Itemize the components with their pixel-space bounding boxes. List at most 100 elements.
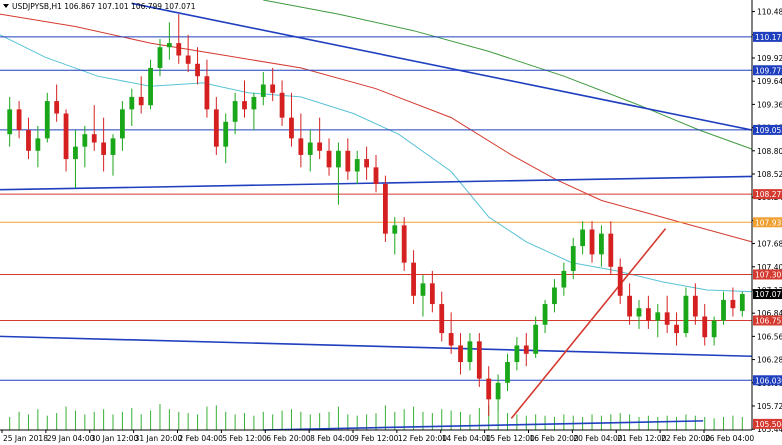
trendline: [510, 228, 667, 419]
candle-body: [148, 67, 153, 106]
candle-body: [570, 246, 576, 271]
candle: [242, 80, 247, 118]
candle: [645, 295, 651, 329]
candle: [523, 333, 529, 367]
candle: [702, 304, 708, 346]
candle-body: [439, 304, 445, 334]
candle-body: [420, 283, 426, 296]
candle-body: [223, 121, 229, 147]
candle-body: [589, 229, 595, 255]
price-tick-label: 108.800: [757, 147, 782, 156]
candle: [120, 101, 125, 151]
price-tag-box: [753, 375, 782, 386]
candle-body: [608, 233, 614, 267]
candle: [16, 101, 22, 139]
candle-body: [213, 109, 219, 147]
candle: [82, 125, 88, 168]
candle: [476, 333, 482, 387]
price-tag-box: [753, 315, 782, 326]
candle-body: [692, 295, 698, 317]
candle: [35, 125, 41, 168]
candle: [552, 279, 557, 313]
candle: [185, 34, 191, 73]
candle: [26, 117, 31, 160]
candle-body: [166, 43, 172, 48]
time-tick-label: 20 Feb 04:00: [573, 434, 622, 443]
candle-body: [279, 92, 285, 118]
volume-histogram: [9, 404, 743, 430]
candle: [176, 14, 182, 64]
candle: [467, 333, 473, 371]
price-tag-label: 109.772: [755, 66, 782, 75]
price-tick-label: 105.720: [757, 402, 782, 411]
candle: [617, 258, 623, 305]
candle: [279, 80, 285, 126]
candle: [129, 88, 135, 126]
time-tick-label: 29 Jan 04:00: [47, 434, 95, 443]
candlesticks: [7, 14, 745, 416]
candle: [382, 175, 388, 242]
moving-average-line: [0, 13, 753, 243]
candle: [392, 217, 398, 255]
price-tag-box: [753, 289, 782, 300]
candle: [411, 250, 416, 305]
candle-body: [411, 262, 416, 296]
candle: [664, 295, 670, 334]
price-tag-box: [753, 65, 782, 76]
candle-body: [476, 341, 482, 379]
candle-body: [617, 266, 623, 296]
time-tick-label: 25 Jan 2018: [3, 434, 48, 443]
candle-body: [110, 138, 116, 155]
time-tick-label: 22 Feb 20:00: [661, 434, 710, 443]
price-tick-label: 106.840: [757, 309, 782, 318]
candle-body: [580, 229, 586, 247]
candle-body: [298, 138, 304, 155]
candle-body: [317, 142, 323, 151]
candle-body: [260, 84, 266, 97]
candle: [580, 221, 586, 255]
price-tag-box: [753, 124, 782, 135]
candle-body: [542, 304, 548, 325]
candle: [289, 92, 294, 147]
price-tag-box: [753, 189, 782, 200]
candle-body: [7, 109, 13, 135]
candle: [730, 287, 736, 317]
collapse-triangle-icon[interactable]: [3, 4, 9, 8]
candle: [561, 262, 567, 296]
candle-body: [232, 101, 238, 122]
price-tag-label: 106.752: [755, 316, 782, 325]
candle: [345, 138, 351, 180]
candle: [599, 225, 604, 267]
candle-body: [645, 308, 651, 321]
candle: [505, 353, 510, 392]
candle: [317, 117, 323, 160]
candle: [514, 337, 520, 371]
candle: [608, 221, 614, 276]
candle-body: [63, 113, 69, 160]
time-tick-label: 15 Feb 12:00: [486, 434, 535, 443]
candle: [429, 270, 435, 313]
candle-body: [120, 109, 125, 139]
candle-body: [730, 299, 736, 309]
candle-body: [101, 142, 107, 155]
candle-body: [664, 312, 670, 325]
symbol-ohlc-label: USDJPYSB,H1 106.867 107.101 106.799 107.…: [12, 2, 196, 11]
candle: [298, 113, 304, 168]
candle: [138, 76, 144, 114]
candle: [486, 366, 492, 416]
candle-body: [16, 109, 22, 131]
price-tick-label: 110.480: [757, 8, 782, 17]
candle-body: [636, 308, 642, 317]
candle-body: [467, 341, 473, 363]
candle-body: [523, 345, 529, 354]
candle: [232, 92, 238, 135]
price-tag-label: 108.277: [755, 190, 782, 199]
candle: [589, 221, 595, 263]
candle-body: [354, 159, 360, 172]
candle: [157, 38, 163, 77]
candle: [44, 92, 50, 143]
price-tags: 110.175 109.772 109.052 108.277 107.937 107.3…: [753, 31, 782, 429]
candle-body: [486, 378, 492, 400]
candle: [354, 150, 360, 184]
